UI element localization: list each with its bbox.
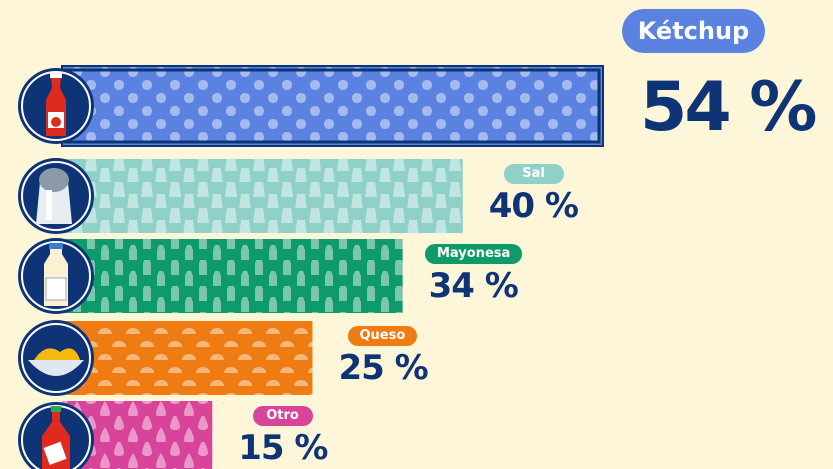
value-label-queso: 25 %: [338, 348, 428, 388]
bar-queso: [62, 321, 313, 395]
bar-ketchup: [62, 66, 603, 146]
category-label-ketchup: Kétchup: [622, 9, 765, 53]
hot-sauce-bottle-icon: [18, 402, 94, 469]
mayonnaise-bottle-icon: [18, 238, 94, 314]
value-label-otro: 15 %: [238, 428, 328, 468]
cheese-sauce-bowl-icon: [18, 320, 94, 396]
bar-sal: [62, 159, 463, 233]
value-label-mayonesa: 34 %: [428, 266, 519, 306]
category-label-queso: Queso: [347, 326, 418, 346]
value-label-ketchup: 54 %: [640, 68, 817, 147]
value-label-sal: 40 %: [488, 186, 579, 226]
bar-mayonesa: [62, 239, 403, 313]
ketchup-bottle-icon: [18, 68, 94, 144]
category-label-sal: Sal: [503, 164, 564, 184]
category-label-mayonesa: Mayonesa: [425, 244, 523, 264]
category-label-otro: Otro: [252, 406, 313, 426]
salt-shaker-icon: [18, 158, 94, 234]
